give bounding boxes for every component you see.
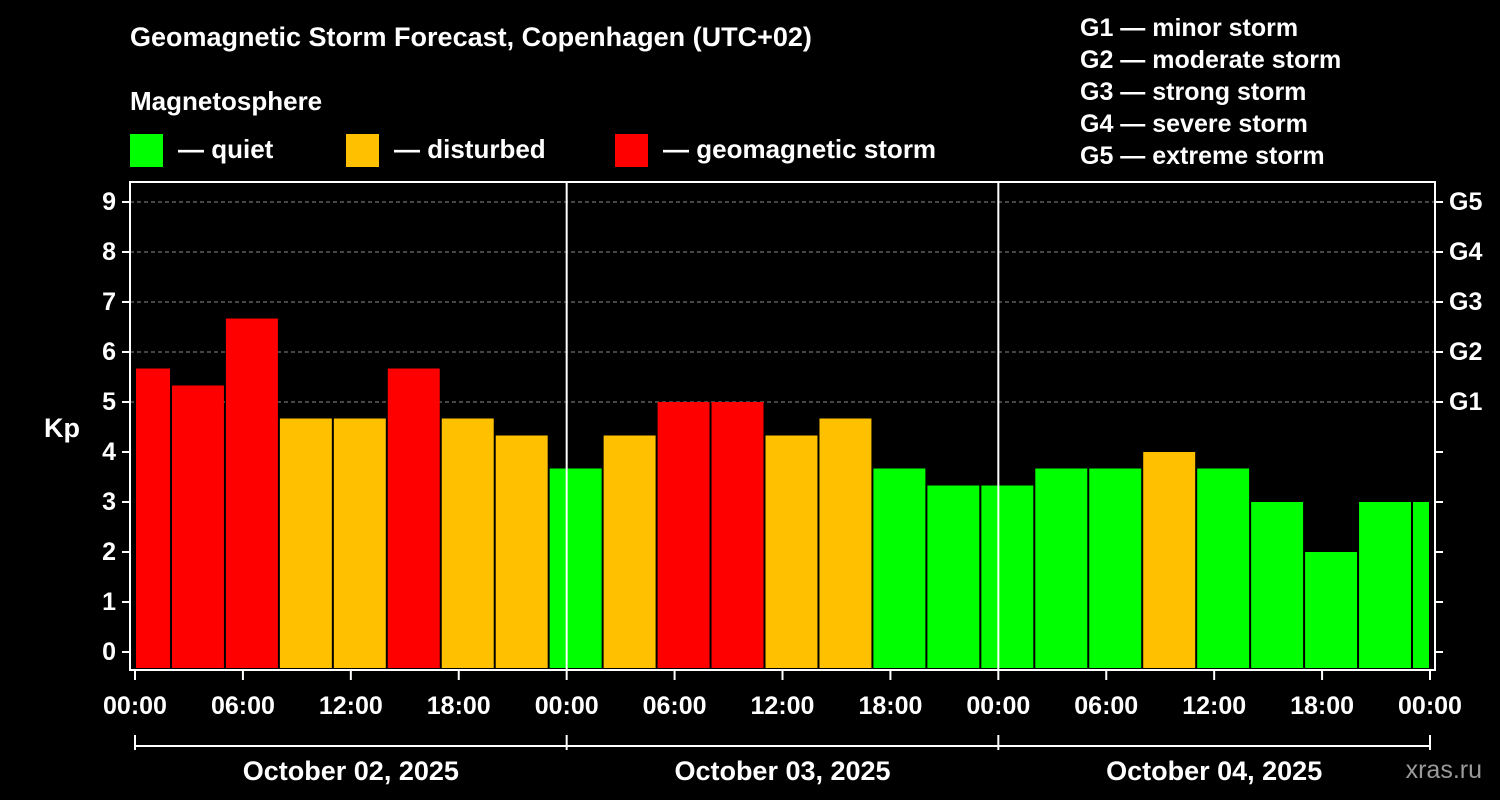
date-label-1: October 03, 2025 [674, 756, 890, 786]
kp-bar-24 [1413, 502, 1429, 668]
storm-scale-g2: G2 — moderate storm [1080, 46, 1342, 74]
kp-bar-19 [1143, 452, 1196, 668]
kp-bar-17 [1035, 468, 1088, 668]
x-tick-label-9: 06:00 [1074, 692, 1138, 720]
g-level-label-g3: G3 [1449, 288, 1482, 316]
x-tick-label-12: 00:00 [1398, 692, 1462, 720]
kp-bar-4 [333, 418, 386, 668]
date-label-2: October 04, 2025 [1106, 756, 1322, 786]
x-tick-label-5: 06:00 [643, 692, 707, 720]
watermark: xras.ru [1405, 756, 1482, 784]
y-tick-label-9: 9 [102, 188, 116, 216]
x-tick-label-8: 00:00 [966, 692, 1030, 720]
y-axis-label: Kp [44, 413, 80, 443]
kp-bar-9 [603, 435, 656, 668]
g-level-label-g1: G1 [1449, 388, 1482, 416]
x-tick-label-11: 18:00 [1290, 692, 1354, 720]
x-tick-label-4: 00:00 [535, 692, 599, 720]
legend-title: Magnetosphere [130, 86, 323, 116]
x-tick-label-10: 12:00 [1182, 692, 1246, 720]
date-label-0: October 02, 2025 [243, 756, 459, 786]
kp-bar-1 [171, 385, 224, 668]
kp-bar-18 [1089, 468, 1142, 668]
x-tick-label-0: 00:00 [103, 692, 167, 720]
kp-bar-11 [711, 402, 764, 668]
kp-bar-13 [819, 418, 872, 668]
legend-swatch-storm [615, 134, 648, 167]
kp-bar-23 [1359, 502, 1412, 668]
kp-bar-15 [927, 485, 980, 668]
y-tick-label-6: 6 [102, 338, 116, 366]
kp-bar-5 [387, 368, 440, 668]
y-tick-label-1: 1 [102, 588, 116, 616]
kp-bar-6 [441, 418, 494, 668]
storm-scale-g3: G3 — strong storm [1080, 78, 1307, 106]
x-tick-label-3: 18:00 [427, 692, 491, 720]
y-tick-label-8: 8 [102, 238, 116, 266]
kp-bar-22 [1305, 552, 1358, 668]
kp-bar-14 [873, 468, 926, 668]
kp-bar-20 [1197, 468, 1250, 668]
x-tick-label-2: 12:00 [319, 692, 383, 720]
chart-title: Geomagnetic Storm Forecast, Copenhagen (… [130, 22, 812, 52]
legend-swatch-quiet [130, 134, 163, 167]
g-level-label-g4: G4 [1449, 238, 1482, 266]
storm-scale-g1: G1 — minor storm [1080, 14, 1299, 42]
kp-bar-0 [136, 368, 170, 668]
legend-label-disturbed: — disturbed [394, 134, 546, 164]
kp-bar-12 [765, 435, 818, 668]
y-tick-label-2: 2 [102, 538, 116, 566]
y-tick-label-4: 4 [102, 438, 116, 466]
g-level-label-g2: G2 [1449, 338, 1482, 366]
kp-bar-21 [1251, 502, 1304, 668]
kp-bar-16 [981, 485, 1034, 668]
y-tick-label-7: 7 [102, 288, 116, 316]
kp-bar-2 [225, 318, 278, 668]
x-tick-label-1: 06:00 [211, 692, 275, 720]
kp-bar-8 [549, 468, 602, 668]
x-tick-label-6: 12:00 [751, 692, 815, 720]
y-tick-label-3: 3 [102, 488, 116, 516]
y-tick-label-5: 5 [102, 388, 116, 416]
storm-scale-g4: G4 — severe storm [1080, 110, 1308, 138]
g-level-label-g5: G5 [1449, 188, 1482, 216]
kp-bar-10 [657, 402, 710, 668]
legend-swatch-disturbed [346, 134, 379, 167]
legend-label-quiet: — quiet [178, 134, 274, 164]
storm-scale-g5: G5 — extreme storm [1080, 142, 1325, 170]
legend-label-storm: — geomagnetic storm [663, 134, 937, 164]
y-tick-label-0: 0 [102, 638, 116, 666]
x-tick-label-7: 18:00 [858, 692, 922, 720]
kp-bar-7 [495, 435, 548, 668]
kp-bar-3 [279, 418, 332, 668]
